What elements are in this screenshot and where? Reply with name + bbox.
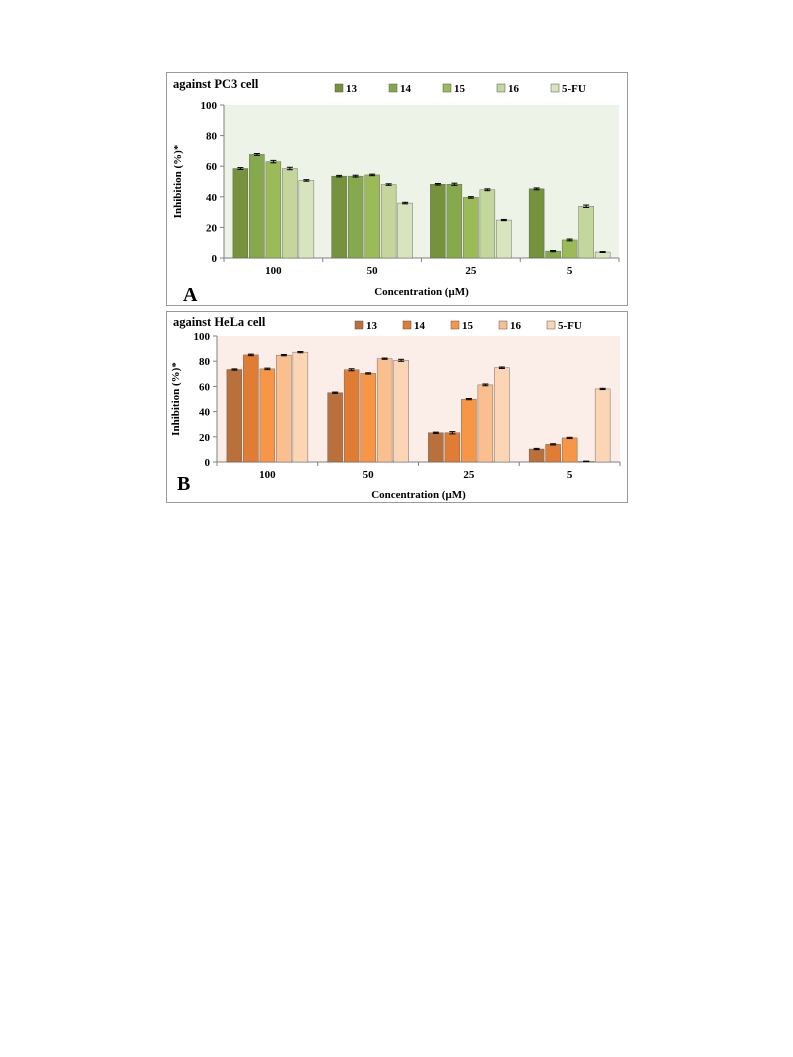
legend-label-14: 14 xyxy=(400,83,412,95)
bar-16-50 xyxy=(380,184,397,259)
legend-swatch-5-FU xyxy=(550,83,560,93)
y-tick-label: 20 xyxy=(206,222,218,234)
bar-13-100 xyxy=(226,369,243,463)
bar-13-50 xyxy=(331,175,347,259)
x-tick-label: 50 xyxy=(367,265,379,277)
bar-13-25 xyxy=(428,432,444,463)
bar-13-5 xyxy=(528,188,545,259)
chart-title: against HeLa cell xyxy=(173,315,266,329)
x-tick-label: 5 xyxy=(567,469,573,481)
legend-label-16: 16 xyxy=(508,83,520,95)
chart-a-svg: against PC3 cell 13 14 15 16 5-FU 0 20 40 60 80 100… xyxy=(172,77,620,306)
legend-swatch-15 xyxy=(442,83,452,93)
bar-15-25 xyxy=(463,197,479,259)
bar-14-50 xyxy=(343,369,360,463)
bar-13-100 xyxy=(232,168,249,259)
bar-13-25 xyxy=(430,184,446,259)
chart-panel-b: against HeLa cell 13 14 15 16 5-FU 0 20 40 60 80 10… xyxy=(166,311,628,503)
bar-5-FU-25 xyxy=(496,219,512,259)
x-axis-label: Concentration (μM) xyxy=(371,489,466,501)
bar-16-100 xyxy=(276,354,292,463)
legend-swatch-14 xyxy=(402,320,412,330)
bar-14-100 xyxy=(243,354,259,463)
y-tick-label: 80 xyxy=(199,356,211,368)
bar-16-25 xyxy=(479,189,496,259)
bar-14-50 xyxy=(347,175,364,259)
y-tick-label: 0 xyxy=(212,253,218,265)
legend-label-16: 16 xyxy=(510,320,522,332)
bar-15-100 xyxy=(259,368,276,463)
legend-label-14: 14 xyxy=(414,320,426,332)
bar-15-100 xyxy=(265,161,282,259)
legend-swatch-15 xyxy=(450,320,460,330)
legend-swatch-13 xyxy=(354,320,364,330)
bar-14-25 xyxy=(444,432,461,463)
bar-15-5 xyxy=(561,239,578,259)
y-tick-label: 100 xyxy=(194,331,211,343)
bar-15-50 xyxy=(364,174,380,259)
chart-title: against PC3 cell xyxy=(173,77,259,91)
legend-label-5-FU: 5-FU xyxy=(558,320,582,332)
x-tick-label: 100 xyxy=(259,469,276,481)
bar-5-FU-50 xyxy=(393,360,409,463)
bar-13-5 xyxy=(528,448,545,463)
y-tick-label: 100 xyxy=(201,100,218,112)
bar-15-5 xyxy=(561,437,578,463)
bar-14-25 xyxy=(446,184,463,259)
x-tick-label: 100 xyxy=(265,265,282,277)
y-axis-label: Inhibition (%)* xyxy=(170,362,182,436)
legend-label-13: 13 xyxy=(366,320,378,332)
bar-15-50 xyxy=(360,373,376,463)
y-tick-label: 60 xyxy=(206,161,218,173)
x-tick-label: 5 xyxy=(567,265,573,277)
y-tick-label: 20 xyxy=(199,432,211,444)
legend-label-15: 15 xyxy=(462,320,474,332)
legend-label-13: 13 xyxy=(346,83,358,95)
x-tick-label: 25 xyxy=(463,469,475,481)
bar-16-50 xyxy=(376,358,393,463)
legend-label-5-FU: 5-FU xyxy=(562,83,586,95)
bar-5-FU-100 xyxy=(298,180,315,259)
bar-16-5 xyxy=(578,206,594,259)
bar-14-100 xyxy=(249,154,265,259)
y-axis-label: Inhibition (%)* xyxy=(172,144,184,218)
y-tick-label: 40 xyxy=(206,192,218,204)
x-axis-label: Concentration (μM) xyxy=(374,286,469,298)
bar-5-FU-100 xyxy=(292,351,309,463)
bar-15-25 xyxy=(461,398,477,463)
y-tick-label: 60 xyxy=(199,381,211,393)
legend-label-15: 15 xyxy=(454,83,466,95)
bar-16-25 xyxy=(477,384,494,463)
bar-5-FU-5 xyxy=(594,388,611,463)
legend-swatch-16 xyxy=(496,83,506,93)
chart-b-svg: against HeLa cell 13 14 15 16 5-FU 0 20 40 60 80 10… xyxy=(170,315,621,501)
legend-swatch-13 xyxy=(334,83,344,93)
y-tick-label: 40 xyxy=(199,407,211,419)
chart-panel-a: against PC3 cell 13 14 15 16 5-FU 0 20 40 60 80 100… xyxy=(166,72,628,306)
x-tick-label: 50 xyxy=(363,469,375,481)
bar-13-50 xyxy=(327,392,343,463)
legend-swatch-5-FU xyxy=(546,320,556,330)
bar-16-100 xyxy=(282,168,298,259)
bar-5-FU-25 xyxy=(494,367,510,463)
x-tick-label: 25 xyxy=(465,265,477,277)
panel-letter: A xyxy=(183,284,198,306)
legend-swatch-16 xyxy=(498,320,508,330)
bar-14-5 xyxy=(545,444,561,463)
y-tick-label: 0 xyxy=(205,457,211,469)
bar-5-FU-50 xyxy=(397,202,413,259)
y-tick-label: 80 xyxy=(206,131,218,143)
legend-swatch-14 xyxy=(388,83,398,93)
panel-letter: B xyxy=(177,473,190,495)
